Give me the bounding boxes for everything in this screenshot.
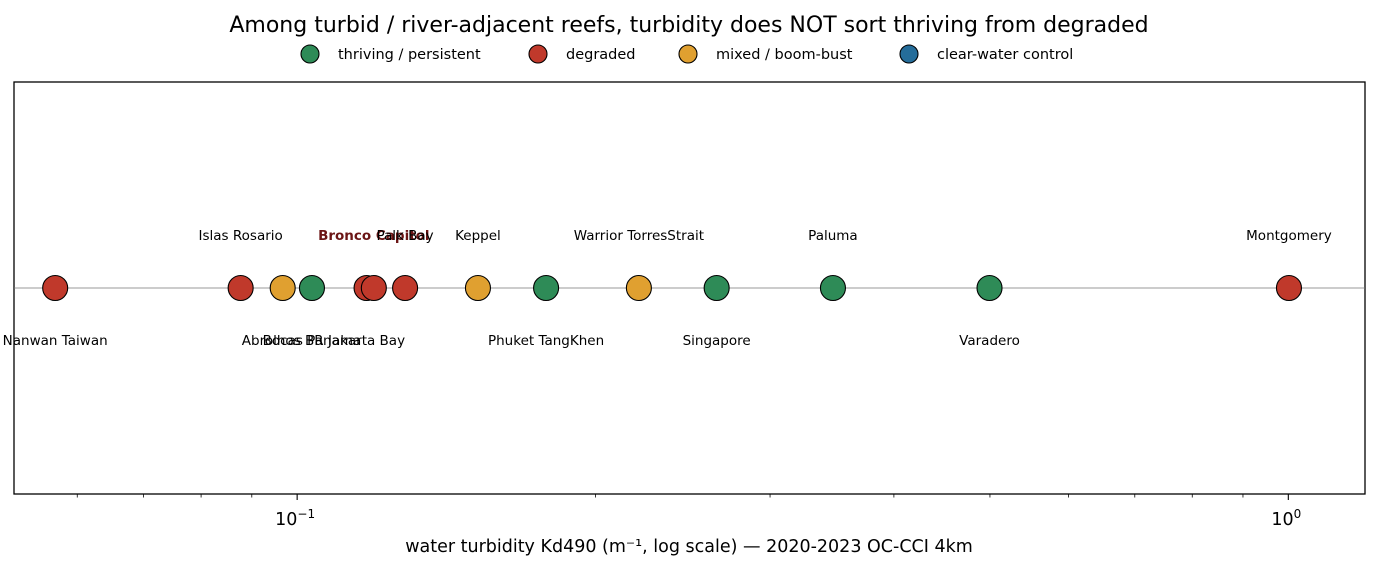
legend: thriving / persistent degraded mixed / boo… <box>300 44 1073 64</box>
legend-marker-mixed <box>678 44 698 64</box>
legend-item-mixed: mixed / boom-bust <box>678 44 853 64</box>
point-labels: Nanwan Taiwan Islas Rosario Abrolhos BRBoc… <box>3 228 1332 349</box>
legend-marker-thriving <box>300 44 320 64</box>
point-label: Bronco Capitol <box>318 228 429 244</box>
legend-marker-clear <box>899 44 919 64</box>
x-axis-label: water turbidity Kd490 (m⁻¹, log scale) —… <box>405 537 973 557</box>
legend-marker-degraded <box>528 44 548 64</box>
point-label: Jakarta Bay <box>327 333 405 349</box>
point-label: Singapore <box>683 333 751 349</box>
point-label: Phuket TangKhen <box>488 333 604 349</box>
x-axis-ticks: 10−1 100 <box>76 494 1301 530</box>
data-point <box>298 274 326 302</box>
legend-label-thriving: thriving / persistent <box>338 47 481 63</box>
data-point <box>819 274 847 302</box>
data-point <box>1275 274 1303 302</box>
point-label: Islas Rosario <box>199 228 283 244</box>
point-label: Warrior TorresStrait <box>574 228 704 244</box>
data-point <box>625 274 652 302</box>
data-point <box>703 274 730 302</box>
data-point <box>533 274 560 302</box>
legend-item-degraded: degraded <box>528 44 636 64</box>
data-point <box>360 274 387 302</box>
point-label: Montgomery <box>1246 228 1332 244</box>
data-points <box>42 274 1303 302</box>
point-label: Nanwan Taiwan <box>3 333 108 349</box>
data-point <box>42 274 69 302</box>
legend-item-thriving: thriving / persistent <box>300 44 481 64</box>
x-tick-label: 10−1 <box>275 507 315 530</box>
data-point <box>227 274 254 302</box>
point-label: Abrolhos BR <box>242 333 324 349</box>
point-label: Keppel <box>455 228 501 244</box>
legend-label-mixed: mixed / boom-bust <box>716 47 853 63</box>
point-label: Palk Bay <box>376 228 433 244</box>
legend-label-degraded: degraded <box>566 47 636 63</box>
data-point <box>976 274 1003 302</box>
data-point <box>392 274 419 302</box>
point-label: Paluma <box>808 228 858 244</box>
legend-item-clear: clear-water control <box>899 44 1073 64</box>
point-label: Varadero <box>959 333 1020 349</box>
x-tick-label: 100 <box>1271 507 1301 530</box>
data-point <box>269 274 296 302</box>
chart-title: Among turbid / river-adjacent reefs, tur… <box>229 13 1148 38</box>
point-label: Bocas Panama <box>263 333 362 349</box>
legend-label-clear: clear-water control <box>937 47 1073 63</box>
data-point <box>464 274 492 302</box>
